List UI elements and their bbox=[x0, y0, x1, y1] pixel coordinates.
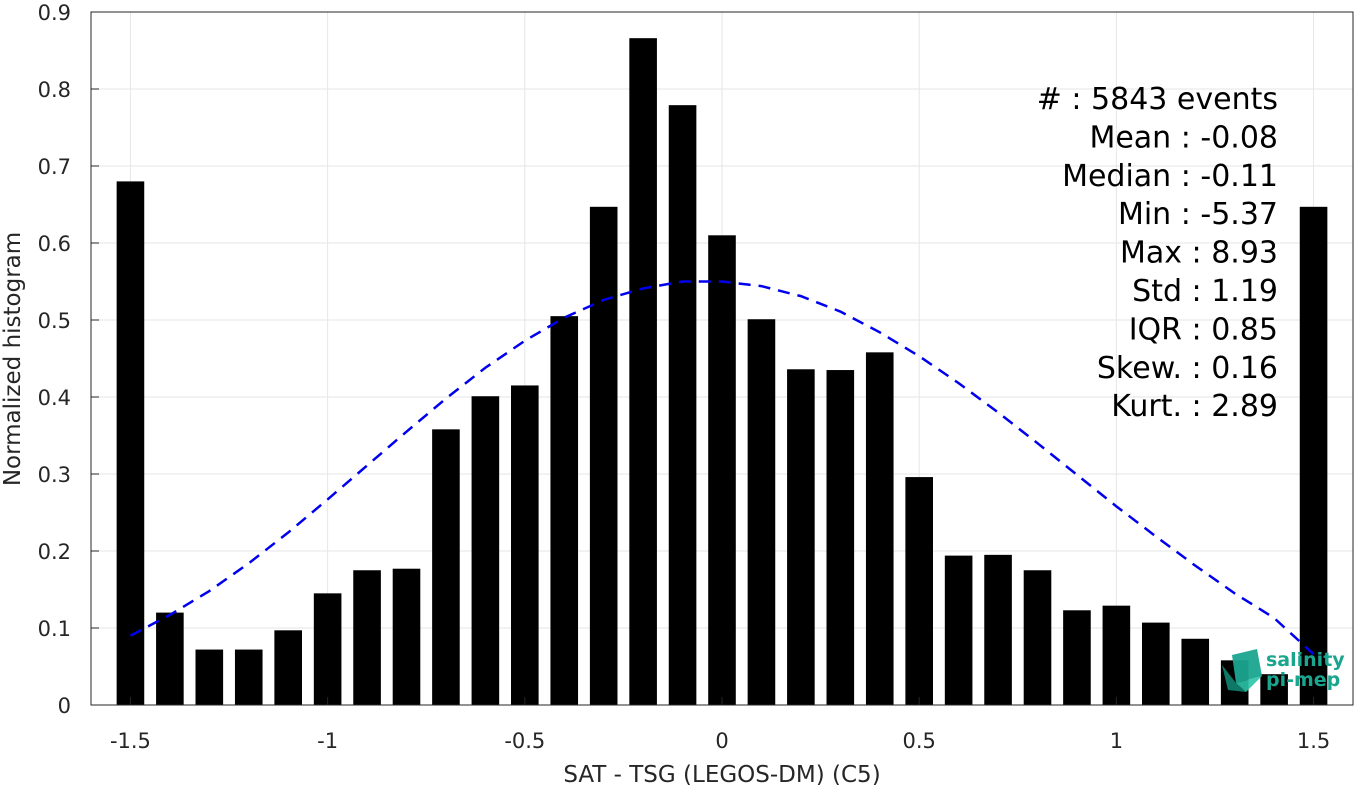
histogram-bar bbox=[944, 555, 973, 705]
logo-text-salinity: salinity bbox=[1266, 649, 1345, 671]
cube-icon bbox=[1222, 649, 1262, 692]
histogram-bar bbox=[984, 554, 1012, 705]
histogram-bar bbox=[313, 593, 342, 705]
histogram-bar bbox=[747, 319, 776, 705]
x-tick-label: -0.5 bbox=[504, 729, 545, 753]
y-tick-label: 0.6 bbox=[38, 232, 71, 256]
y-tick-label: 0.3 bbox=[38, 463, 71, 487]
logo-text-pimep: pi-mep bbox=[1266, 669, 1340, 691]
histogram-bar bbox=[1260, 674, 1288, 705]
histogram-bar bbox=[787, 369, 815, 705]
y-tick-label: 0.5 bbox=[38, 309, 71, 333]
y-tick-label: 0 bbox=[58, 694, 71, 718]
histogram-bar bbox=[392, 568, 421, 705]
histogram-bar bbox=[865, 352, 894, 705]
stat-line: Std : 1.19 bbox=[1132, 274, 1278, 309]
histogram-bar bbox=[589, 206, 618, 705]
histogram-bar bbox=[708, 235, 736, 706]
histogram-bar bbox=[550, 316, 579, 705]
y-tick-label: 0.7 bbox=[38, 155, 71, 179]
histogram-bar bbox=[511, 385, 539, 705]
y-tick-label: 0.1 bbox=[38, 617, 71, 641]
histogram-bar bbox=[1299, 206, 1328, 705]
stat-line: # : 5843 events bbox=[1037, 82, 1278, 117]
y-tick-label: 0.8 bbox=[38, 78, 71, 102]
histogram-bar bbox=[1142, 622, 1170, 705]
x-tick-label: -1.5 bbox=[110, 729, 151, 753]
stat-line: Min : -5.37 bbox=[1118, 197, 1278, 232]
histogram-bar bbox=[195, 649, 224, 705]
gaussian-fit-line bbox=[129, 280, 1315, 656]
histogram-bar bbox=[274, 630, 302, 705]
histogram-bar bbox=[668, 105, 697, 706]
x-axis-ticks: -1.5 -1 -0.5 0 0.5 1 1.5 bbox=[110, 697, 1330, 753]
y-tick-label: 0.2 bbox=[38, 540, 71, 564]
histogram-bar bbox=[1102, 605, 1131, 705]
y-axis-ticks: 0 0.1 0.2 0.3 0.4 0.5 0.6 0.7 0.8 0.9 bbox=[38, 1, 99, 718]
histogram-bar bbox=[234, 649, 263, 705]
stat-line: Kurt. : 2.89 bbox=[1111, 389, 1278, 424]
histogram-bar bbox=[353, 570, 381, 705]
salinity-pimep-logo: salinity pi-mep bbox=[1222, 649, 1345, 692]
histogram-bar bbox=[1023, 570, 1052, 705]
x-tick-label: -1 bbox=[317, 729, 338, 753]
histogram-bar bbox=[1063, 610, 1091, 705]
stat-line: Mean : -0.08 bbox=[1089, 120, 1278, 155]
x-axis-label: SAT - TSG (LEGOS-DM) (C5) bbox=[563, 762, 880, 785]
x-tick-label: 0 bbox=[715, 729, 728, 753]
stat-line: Max : 8.93 bbox=[1120, 236, 1278, 271]
histogram-bar bbox=[826, 370, 855, 705]
histogram-bar bbox=[905, 477, 933, 705]
histogram-bar bbox=[116, 181, 145, 705]
histogram-bar bbox=[471, 396, 500, 705]
histogram-bar bbox=[432, 429, 460, 705]
histogram-bar bbox=[629, 38, 657, 706]
y-axis-label: Normalized histogram bbox=[0, 232, 26, 486]
x-tick-label: 1 bbox=[1110, 729, 1123, 753]
y-tick-label: 0.9 bbox=[38, 1, 71, 25]
histogram-bar bbox=[156, 612, 184, 705]
x-tick-label: 0.5 bbox=[902, 729, 935, 753]
stat-line: Median : -0.11 bbox=[1062, 159, 1278, 194]
x-tick-label: 1.5 bbox=[1297, 729, 1330, 753]
histogram-bar bbox=[1181, 638, 1210, 705]
stat-line: IQR : 0.85 bbox=[1129, 312, 1278, 347]
bars bbox=[116, 38, 1328, 706]
y-tick-label: 0.4 bbox=[38, 386, 71, 410]
stat-line: Skew. : 0.16 bbox=[1097, 351, 1278, 386]
